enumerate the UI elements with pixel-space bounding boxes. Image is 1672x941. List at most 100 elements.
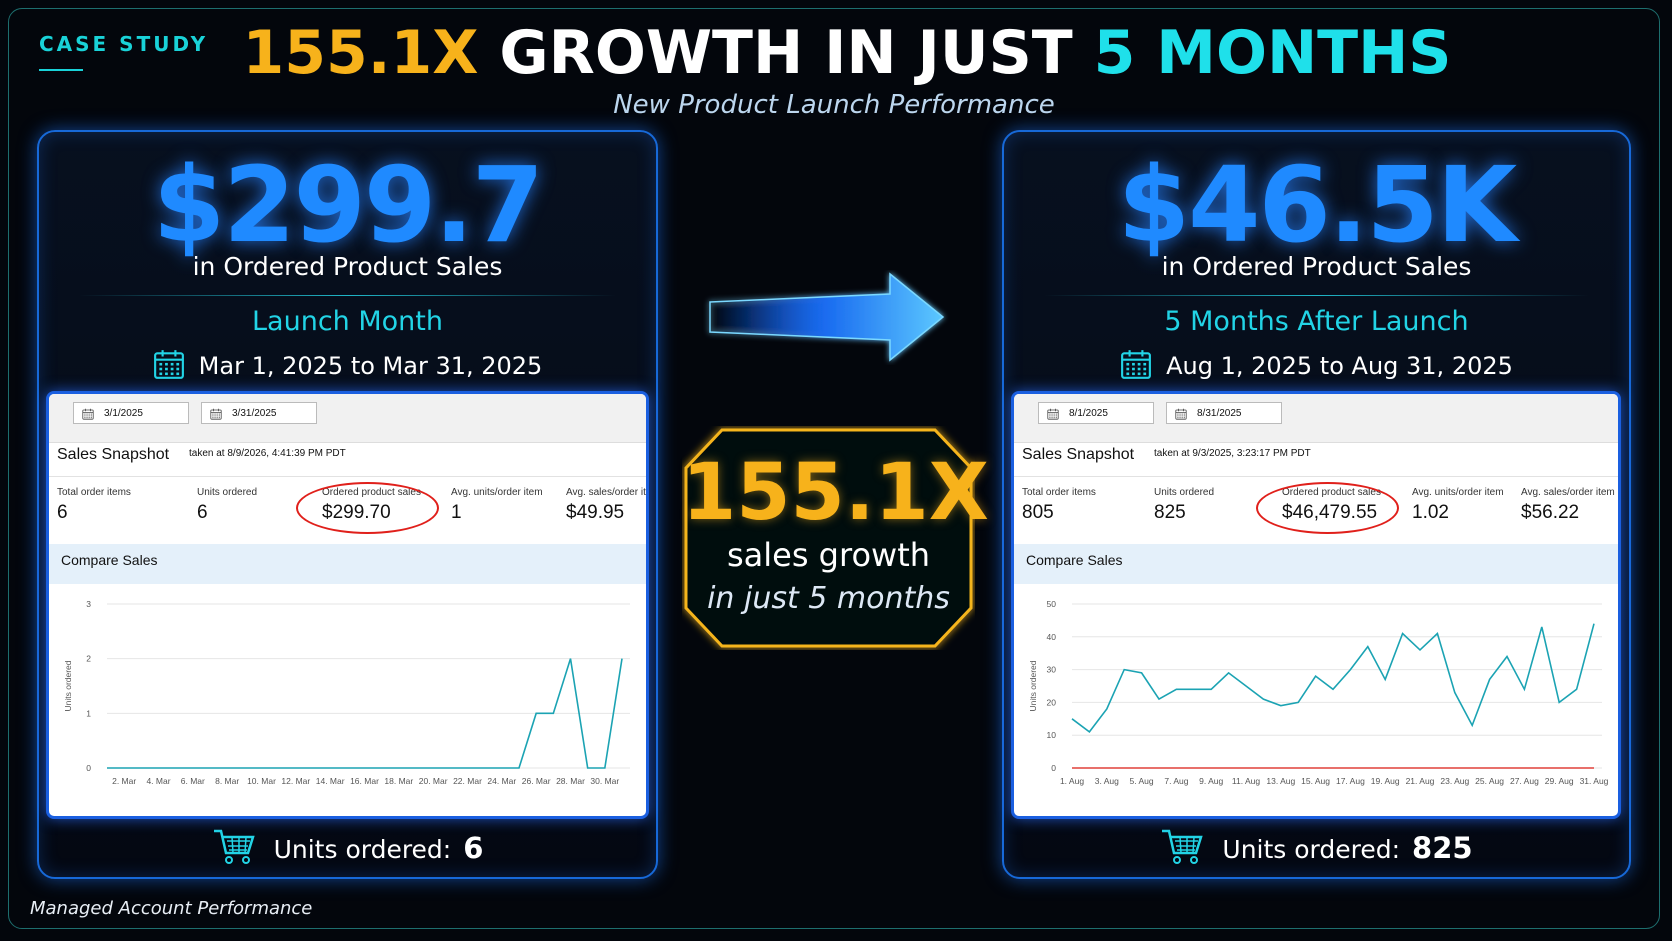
case-study-label: CASE STUDY xyxy=(39,32,209,56)
y-axis-label: Units ordered xyxy=(1028,660,1038,711)
date-input: 3/1/2025 xyxy=(73,402,189,424)
x-tick-label: 2. Mar xyxy=(112,776,136,786)
metric-value: 6 xyxy=(197,502,208,523)
metric-value: $49.95 xyxy=(566,502,625,523)
date-input: 8/31/2025 xyxy=(1166,402,1282,424)
x-tick-label: 22. Mar xyxy=(453,776,482,786)
title: 155.1X GROWTH IN JUST 5 MONTHS xyxy=(0,18,1672,88)
title-part: 5 MONTHS xyxy=(1093,18,1452,88)
growth-caption: sales growth xyxy=(726,536,931,574)
x-tick-label: 7. Aug xyxy=(1164,776,1188,786)
date-value: 8/31/2025 xyxy=(1197,408,1242,419)
sales-amount: $299.7 xyxy=(152,144,544,266)
calendar-icon xyxy=(1047,408,1059,420)
panel: $299.7 in Ordered Product Sales Launch Mon… xyxy=(37,130,658,879)
separator xyxy=(1014,476,1618,477)
x-tick-label: 30. Mar xyxy=(590,776,619,786)
metric-label: Avg. units/order item xyxy=(451,487,543,498)
x-tick-label: 27. Aug xyxy=(1510,776,1539,786)
title-part: 155.1X xyxy=(242,18,479,88)
x-tick-label: 21. Aug xyxy=(1406,776,1435,786)
y-axis-label: Units ordered xyxy=(63,660,73,711)
panel: $46.5K in Ordered Product Sales 5 Months A… xyxy=(1002,130,1631,879)
units-row: Units ordered: 825 xyxy=(1004,828,1629,866)
x-tick-label: 19. Aug xyxy=(1371,776,1400,786)
growth-badge xyxy=(684,428,973,648)
x-tick-label: 3. Aug xyxy=(1095,776,1119,786)
highlight-oval xyxy=(296,482,439,534)
metric-label: Avg. sales/order item xyxy=(566,487,646,498)
growth-subcaption: in just 5 months xyxy=(707,581,950,616)
y-tick-label: 10 xyxy=(1047,730,1057,740)
date-range: Mar 1, 2025 to Mar 31, 2025 xyxy=(198,352,543,380)
line-chart: 0 10 20 30 40 50 Units ordered 1. Aug 3. Aug 5. A… xyxy=(1028,599,1609,786)
sales-screenshot: 8/1/2025 8/31/2025 Sales Snapshot taken at … xyxy=(1011,391,1621,819)
compare-title: Compare Sales xyxy=(49,544,646,584)
x-tick-label: 12. Mar xyxy=(281,776,310,786)
growth-multiplier: 155.1X xyxy=(682,448,989,538)
subtitle: New Product Launch Performance xyxy=(613,90,1055,120)
date-input: 8/1/2025 xyxy=(1038,402,1154,424)
snapshot-time: taken at 9/3/2025, 3:23:17 PM PDT xyxy=(1154,448,1311,459)
frame xyxy=(8,8,1660,929)
y-tick-label: 2 xyxy=(86,654,91,664)
x-tick-label: 13. Aug xyxy=(1266,776,1295,786)
period-title: 5 Months After Launch xyxy=(1164,306,1469,337)
y-tick-label: 20 xyxy=(1047,697,1057,707)
x-tick-label: 6. Mar xyxy=(181,776,205,786)
x-tick-label: 20. Mar xyxy=(419,776,448,786)
x-tick-label: 11. Aug xyxy=(1232,776,1260,786)
units-value: 825 xyxy=(1412,831,1473,865)
metric-label: Avg. units/order item xyxy=(1412,487,1504,498)
sales-amount: $46.5K xyxy=(1117,144,1518,266)
footer: Managed Account Performance xyxy=(30,898,313,919)
date-value: 3/31/2025 xyxy=(232,408,277,419)
metric-value: 6 xyxy=(57,502,68,523)
divider xyxy=(79,295,616,296)
y-tick-label: 30 xyxy=(1047,665,1057,675)
date-range-row: Mar 1, 2025 to Mar 31, 2025 xyxy=(39,348,656,380)
calendar-icon xyxy=(82,408,94,420)
x-tick-label: 15. Aug xyxy=(1301,776,1330,786)
metric-label: Total order items xyxy=(1022,487,1096,498)
x-tick-label: 17. Aug xyxy=(1336,776,1365,786)
y-tick-label: 0 xyxy=(1051,763,1056,773)
cart-icon xyxy=(1162,829,1204,864)
x-tick-label: 31. Aug xyxy=(1580,776,1609,786)
x-tick-label: 1. Aug xyxy=(1060,776,1084,786)
arrow xyxy=(709,272,945,362)
period-title: Launch Month xyxy=(252,306,443,337)
snapshot-title: Sales Snapshot xyxy=(1022,446,1135,463)
x-tick-label: 14. Mar xyxy=(316,776,345,786)
calendar-icon xyxy=(1175,408,1187,420)
metric-label: Avg. sales/order item xyxy=(1521,487,1615,498)
calendar-icon xyxy=(210,408,222,420)
x-tick-label: 18. Mar xyxy=(384,776,413,786)
y-tick-label: 1 xyxy=(86,708,91,718)
x-tick-label: 26. Mar xyxy=(522,776,551,786)
separator xyxy=(49,476,646,477)
divider xyxy=(1044,295,1589,296)
x-tick-label: 8. Mar xyxy=(215,776,239,786)
title-part: GROWTH IN JUST xyxy=(499,18,1073,88)
snapshot-time: taken at 8/9/2026, 4:41:39 PM PDT xyxy=(189,448,346,459)
metric-value: 1.02 xyxy=(1412,502,1449,523)
x-tick-label: 10. Mar xyxy=(247,776,276,786)
date-input: 3/31/2025 xyxy=(201,402,317,424)
units-label: Units ordered: xyxy=(1222,835,1401,864)
date-value: 3/1/2025 xyxy=(104,408,143,419)
metric-value: $56.22 xyxy=(1521,502,1580,523)
line-chart: 0 1 2 3 Units ordered 2. Mar 4. Mar 6. Mar 8. Ma… xyxy=(63,599,630,786)
x-tick-label: 29. Aug xyxy=(1545,776,1574,786)
date-bar: 8/1/2025 8/31/2025 xyxy=(1014,394,1618,443)
x-tick-label: 28. Mar xyxy=(556,776,585,786)
y-tick-label: 40 xyxy=(1047,632,1057,642)
calendar-icon xyxy=(1121,350,1152,379)
compare-title: Compare Sales xyxy=(1014,544,1618,584)
sales-screenshot: 3/1/2025 3/31/2025 Sales Snapshot taken at … xyxy=(46,391,649,819)
data-line xyxy=(107,658,623,769)
y-tick-label: 3 xyxy=(86,599,91,609)
amount-caption: in Ordered Product Sales xyxy=(1161,252,1472,281)
x-tick-label: 9. Aug xyxy=(1199,776,1223,786)
date-bar: 3/1/2025 3/31/2025 xyxy=(49,394,646,443)
